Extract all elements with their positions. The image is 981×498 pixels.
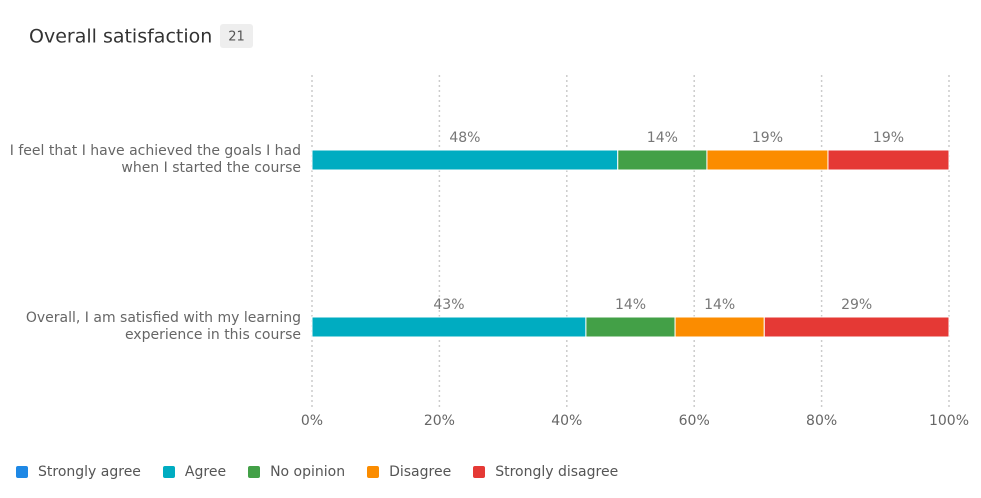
value-label: 29% bbox=[841, 297, 872, 313]
x-tick-label: 100% bbox=[929, 413, 969, 429]
bar-segment bbox=[311, 149, 619, 171]
legend-label: No opinion bbox=[270, 464, 346, 480]
legend-label: Strongly disagree bbox=[495, 464, 619, 480]
legend-swatch bbox=[16, 466, 28, 478]
legend-swatch bbox=[248, 466, 261, 478]
bar-segment bbox=[827, 149, 950, 171]
x-tick-label: 20% bbox=[424, 413, 455, 429]
legend-label: Disagree bbox=[389, 464, 452, 480]
bar-segment bbox=[763, 316, 950, 338]
legend-item: No opinion bbox=[248, 464, 345, 480]
legend-item: Strongly agree bbox=[16, 464, 141, 480]
legend-label: Strongly agree bbox=[38, 464, 141, 480]
x-tick-label: 80% bbox=[806, 413, 837, 429]
legend-item: Strongly disagree bbox=[473, 464, 618, 480]
value-label: 14% bbox=[704, 297, 735, 313]
x-tick-label: 60% bbox=[679, 413, 710, 429]
bar-segment bbox=[585, 316, 676, 338]
legend: Strongly agree Agree No opinion Disagree Str… bbox=[16, 464, 618, 480]
badge-bg bbox=[220, 24, 253, 48]
chart-title: Overall satisfaction bbox=[29, 26, 212, 48]
category-label: Overall, I am satisfied with my learning… bbox=[25, 310, 301, 343]
category-label: I feel that I have achieved the goals I … bbox=[9, 143, 301, 176]
value-label: 14% bbox=[647, 130, 678, 146]
x-tick-label: 40% bbox=[551, 413, 582, 429]
value-label: 48% bbox=[449, 130, 480, 146]
x-tick-label: 0% bbox=[301, 413, 323, 429]
legend-item: Agree bbox=[162, 464, 227, 480]
bar-segment bbox=[617, 149, 708, 171]
legend-swatch bbox=[162, 466, 175, 478]
legend-item: Disagree bbox=[367, 464, 451, 480]
value-label: 19% bbox=[752, 130, 783, 146]
bar-segment bbox=[674, 316, 765, 338]
legend-swatch bbox=[367, 466, 380, 478]
value-label: 19% bbox=[873, 130, 904, 146]
value-label: 14% bbox=[615, 297, 646, 313]
value-label: 43% bbox=[433, 297, 464, 313]
bar-segment bbox=[706, 149, 829, 171]
legend-label: Agree bbox=[184, 464, 227, 480]
badge: 21 bbox=[228, 30, 245, 45]
bar-segment bbox=[311, 316, 587, 338]
legend-swatch bbox=[473, 466, 486, 478]
